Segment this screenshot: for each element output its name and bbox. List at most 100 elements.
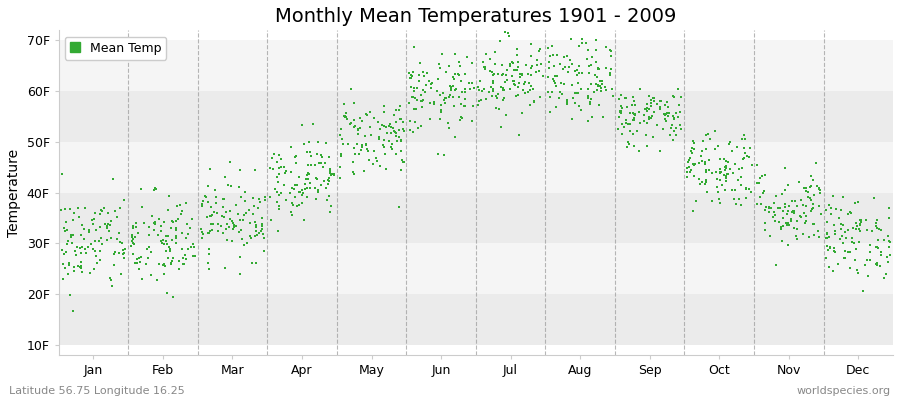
Point — [149, 186, 164, 192]
Point — [874, 227, 888, 233]
Point — [686, 138, 700, 144]
Point — [554, 80, 568, 86]
Point — [515, 70, 529, 77]
Point — [823, 245, 837, 252]
Point — [439, 69, 454, 76]
Point — [812, 184, 826, 191]
Point — [58, 219, 73, 225]
Point — [570, 72, 584, 78]
Point — [362, 157, 376, 163]
Point — [130, 230, 145, 236]
Point — [787, 210, 801, 217]
Point — [408, 95, 422, 101]
Point — [70, 204, 85, 211]
Point — [820, 235, 834, 241]
Point — [479, 96, 493, 102]
Point — [662, 110, 677, 117]
Point — [842, 208, 857, 215]
Point — [754, 201, 769, 207]
Point — [850, 267, 864, 273]
Point — [393, 103, 408, 110]
Point — [833, 235, 848, 242]
Point — [168, 217, 183, 224]
Point — [796, 202, 811, 208]
Point — [796, 231, 811, 237]
Point — [653, 98, 668, 104]
Point — [97, 205, 112, 211]
Point — [93, 248, 107, 254]
Point — [405, 73, 419, 79]
Point — [168, 225, 183, 232]
Point — [556, 66, 571, 72]
Point — [347, 122, 362, 129]
Point — [621, 121, 635, 128]
Point — [565, 116, 580, 122]
Point — [509, 67, 524, 73]
Point — [544, 89, 559, 96]
Point — [158, 271, 172, 278]
Point — [703, 136, 717, 142]
Point — [125, 238, 140, 244]
Point — [222, 208, 237, 214]
Point — [502, 33, 517, 40]
Point — [411, 72, 426, 78]
Point — [636, 118, 651, 124]
Point — [882, 244, 896, 251]
Point — [767, 200, 781, 206]
Point — [499, 72, 513, 78]
Point — [393, 167, 408, 173]
Point — [137, 220, 151, 226]
Point — [874, 249, 888, 256]
Point — [721, 159, 735, 165]
Title: Monthly Mean Temperatures 1901 - 2009: Monthly Mean Temperatures 1901 - 2009 — [275, 7, 677, 26]
Point — [693, 180, 707, 187]
Point — [707, 146, 722, 152]
Point — [172, 258, 186, 264]
Point — [159, 232, 174, 239]
Point — [484, 69, 499, 75]
Point — [801, 193, 815, 200]
Point — [671, 114, 686, 120]
Point — [590, 87, 605, 94]
Point — [789, 232, 804, 239]
Point — [716, 156, 731, 162]
Point — [161, 255, 176, 261]
Point — [383, 124, 398, 130]
Point — [603, 46, 617, 53]
Point — [249, 259, 264, 266]
Point — [506, 78, 520, 84]
Point — [166, 218, 181, 225]
Point — [292, 202, 306, 208]
Point — [644, 96, 658, 103]
Point — [438, 94, 453, 101]
Point — [626, 143, 641, 150]
Point — [238, 210, 253, 216]
Point — [793, 213, 807, 219]
Point — [379, 166, 393, 172]
Point — [418, 89, 432, 95]
Point — [852, 239, 867, 245]
Point — [110, 214, 124, 220]
Point — [603, 72, 617, 78]
Point — [711, 189, 725, 196]
Point — [379, 124, 393, 130]
Point — [658, 116, 672, 122]
Point — [229, 222, 243, 229]
Point — [860, 227, 875, 233]
Point — [446, 102, 461, 109]
Point — [660, 111, 674, 118]
Point — [254, 228, 268, 234]
Point — [529, 57, 544, 63]
Point — [585, 114, 599, 120]
Point — [585, 54, 599, 60]
Point — [233, 270, 248, 277]
Point — [590, 82, 605, 88]
Point — [642, 114, 656, 120]
Point — [198, 194, 212, 200]
Point — [822, 233, 836, 240]
Point — [67, 210, 81, 216]
Point — [333, 175, 347, 181]
Point — [806, 177, 821, 183]
Point — [87, 265, 102, 272]
Point — [272, 206, 286, 212]
